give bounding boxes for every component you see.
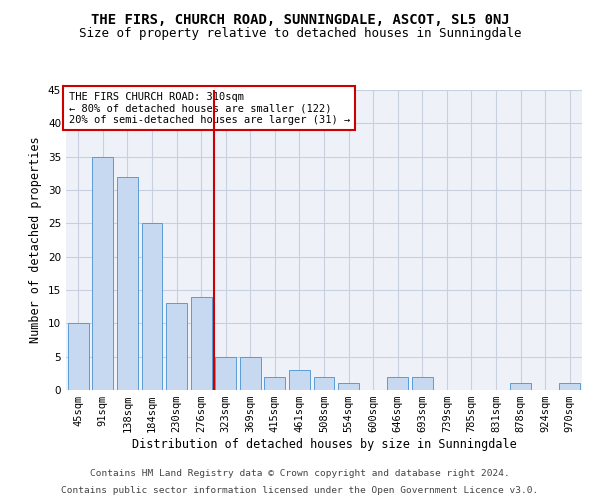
Bar	[412, 376, 433, 390]
Text: Contains HM Land Registry data © Crown copyright and database right 2024.: Contains HM Land Registry data © Crown c…	[90, 468, 510, 477]
Bar	[559, 384, 580, 390]
Bar	[265, 376, 286, 390]
Bar	[142, 224, 163, 390]
Bar	[240, 356, 261, 390]
Bar	[166, 304, 187, 390]
X-axis label: Distribution of detached houses by size in Sunningdale: Distribution of detached houses by size …	[131, 438, 517, 451]
Bar	[92, 156, 113, 390]
Bar	[191, 296, 212, 390]
Bar	[68, 324, 89, 390]
Bar	[117, 176, 138, 390]
Bar	[387, 376, 408, 390]
Text: THE FIRS, CHURCH ROAD, SUNNINGDALE, ASCOT, SL5 0NJ: THE FIRS, CHURCH ROAD, SUNNINGDALE, ASCO…	[91, 12, 509, 26]
Text: Size of property relative to detached houses in Sunningdale: Size of property relative to detached ho…	[79, 28, 521, 40]
Text: Contains public sector information licensed under the Open Government Licence v3: Contains public sector information licen…	[61, 486, 539, 495]
Bar	[314, 376, 334, 390]
Bar	[289, 370, 310, 390]
Bar	[338, 384, 359, 390]
Text: THE FIRS CHURCH ROAD: 310sqm
← 80% of detached houses are smaller (122)
20% of s: THE FIRS CHURCH ROAD: 310sqm ← 80% of de…	[68, 92, 350, 124]
Bar	[510, 384, 531, 390]
Y-axis label: Number of detached properties: Number of detached properties	[29, 136, 43, 344]
Bar	[215, 356, 236, 390]
